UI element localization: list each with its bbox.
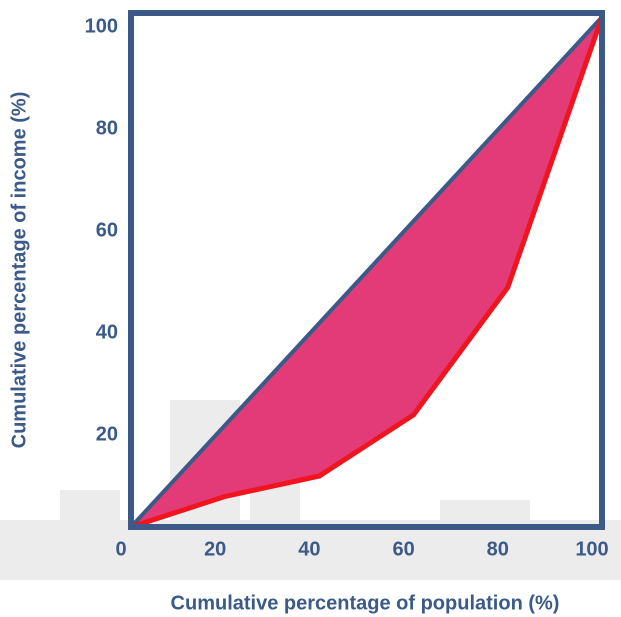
- x-tick-label: 60: [392, 538, 414, 560]
- page: Cumulative percentage of population (%) …: [0, 0, 621, 617]
- y-tick-label: 100: [85, 15, 118, 37]
- x-tick-label: 80: [487, 538, 509, 560]
- y-tick-label: 20: [96, 423, 118, 445]
- y-tick-label: 60: [96, 219, 118, 241]
- x-tick-label: 100: [575, 538, 608, 560]
- chart: Cumulative percentage of population (%) …: [0, 0, 621, 617]
- x-tick-label: 0: [115, 538, 126, 560]
- x-axis-label: Cumulative percentage of population (%): [171, 592, 560, 614]
- y-tick-label: 80: [96, 117, 118, 139]
- equality-line: [131, 17, 602, 527]
- y-axis-label: Cumulative percentage of income (%): [8, 92, 30, 449]
- x-tick-label: 40: [298, 538, 320, 560]
- y-tick-label: 40: [96, 321, 118, 343]
- x-tick-label: 20: [204, 538, 226, 560]
